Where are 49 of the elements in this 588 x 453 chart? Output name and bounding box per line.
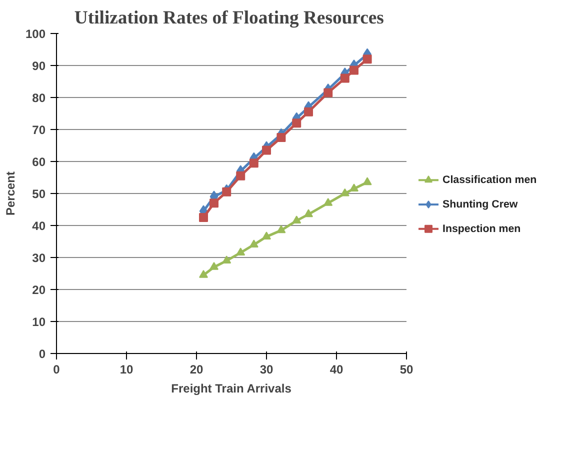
- chart-title: Utilization Rates of Floating Resources: [74, 8, 384, 28]
- x-tick-label: 40: [330, 362, 344, 376]
- point: [222, 256, 232, 264]
- y-tick-label: 90: [32, 59, 46, 73]
- point: [222, 187, 232, 196]
- legend-label: Inspection men: [442, 222, 521, 235]
- y-tick-label: 40: [32, 219, 46, 233]
- point: [292, 118, 302, 128]
- x-tick-label: 50: [400, 362, 414, 376]
- point: [350, 184, 358, 192]
- point: [236, 171, 246, 180]
- point: [262, 232, 271, 240]
- point: [362, 54, 372, 64]
- y-axis-title: Percent: [3, 171, 18, 216]
- y-tick-label: 0: [38, 347, 46, 361]
- point: [249, 240, 258, 248]
- y-tick-label: 60: [32, 155, 46, 169]
- point: [210, 262, 218, 270]
- legend-label: Classification men: [442, 174, 537, 186]
- y-tick-label: 30: [32, 251, 46, 265]
- y-tick-label: 10: [32, 315, 46, 329]
- point: [362, 177, 372, 186]
- point: [199, 213, 208, 222]
- y-tick-label: 70: [32, 123, 46, 137]
- x-tick-label: 30: [260, 362, 274, 376]
- point: [210, 198, 218, 208]
- point: [292, 216, 302, 224]
- x-tick-label: 10: [120, 362, 134, 376]
- point: [304, 209, 313, 218]
- legend-label: Shunting Crew: [442, 198, 518, 210]
- x-tick-label: 0: [53, 362, 60, 376]
- point: [199, 270, 208, 278]
- point: [340, 188, 350, 196]
- y-tick-label: 80: [32, 91, 46, 105]
- point: [324, 198, 333, 206]
- point: [276, 133, 286, 142]
- point: [304, 107, 313, 116]
- y-tick-label: 20: [32, 283, 46, 297]
- point: [324, 88, 333, 98]
- y-tick-label: 50: [32, 187, 46, 201]
- point: [249, 158, 258, 168]
- point: [276, 225, 286, 234]
- y-tick-label: 100: [25, 27, 46, 41]
- point: [340, 74, 350, 83]
- point: [236, 248, 246, 256]
- point: [262, 146, 271, 155]
- x-axis-title: Freight Train Arrivals: [171, 382, 292, 396]
- point: [350, 66, 358, 75]
- x-tick-label: 20: [190, 362, 204, 376]
